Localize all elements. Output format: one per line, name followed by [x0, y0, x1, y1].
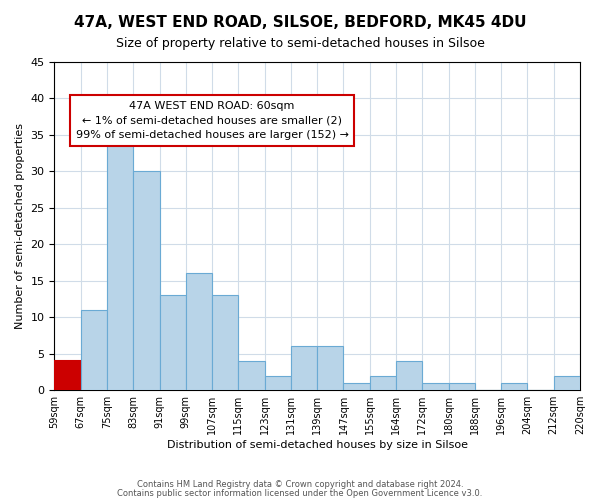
- Text: Size of property relative to semi-detached houses in Silsoe: Size of property relative to semi-detach…: [116, 38, 484, 51]
- Text: 47A WEST END ROAD: 60sqm
← 1% of semi-detached houses are smaller (2)
99% of sem: 47A WEST END ROAD: 60sqm ← 1% of semi-de…: [76, 101, 349, 140]
- Bar: [80, 310, 107, 390]
- Bar: [554, 376, 580, 390]
- Bar: [107, 120, 133, 390]
- Text: Contains public sector information licensed under the Open Government Licence v3: Contains public sector information licen…: [118, 488, 482, 498]
- Bar: [133, 171, 160, 390]
- Bar: [422, 383, 449, 390]
- Bar: [343, 383, 370, 390]
- Y-axis label: Number of semi-detached properties: Number of semi-detached properties: [15, 123, 25, 329]
- Bar: [501, 383, 527, 390]
- Bar: [265, 376, 291, 390]
- Bar: [186, 274, 212, 390]
- Bar: [449, 383, 475, 390]
- Bar: [317, 346, 343, 390]
- Text: 47A, WEST END ROAD, SILSOE, BEDFORD, MK45 4DU: 47A, WEST END ROAD, SILSOE, BEDFORD, MK4…: [74, 15, 526, 30]
- Bar: [212, 295, 238, 390]
- Bar: [238, 361, 265, 390]
- Text: Contains HM Land Registry data © Crown copyright and database right 2024.: Contains HM Land Registry data © Crown c…: [137, 480, 463, 489]
- Bar: [160, 295, 186, 390]
- Bar: [291, 346, 317, 390]
- Bar: [370, 376, 396, 390]
- Bar: [55, 361, 80, 390]
- X-axis label: Distribution of semi-detached houses by size in Silsoe: Distribution of semi-detached houses by …: [167, 440, 468, 450]
- Bar: [396, 361, 422, 390]
